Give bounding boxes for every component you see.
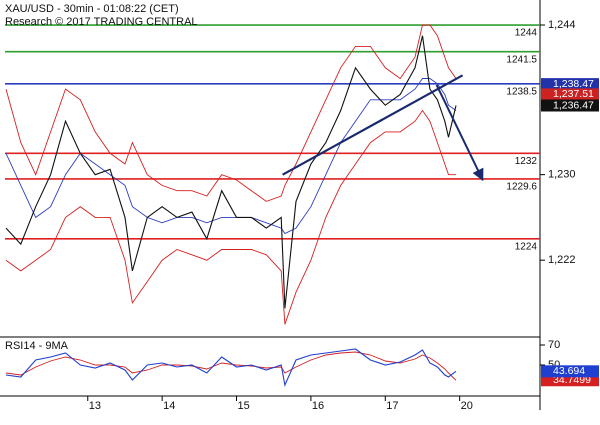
y-tick-label: 70 bbox=[548, 339, 560, 351]
plot-area bbox=[5, 24, 540, 387]
y-tick-label: 1,244 bbox=[548, 19, 576, 31]
level-label: 1238.5 bbox=[506, 86, 537, 97]
rsi-title: RSI14 - 9MA bbox=[5, 340, 69, 352]
x-tick-label: 20 bbox=[461, 400, 473, 412]
price-tag-label: 1,236.47 bbox=[553, 99, 594, 111]
level-label: 1241.5 bbox=[506, 54, 537, 65]
chart-subtitle: Research © 2017 TRADING CENTRAL bbox=[5, 16, 198, 28]
y-tick-label: 1,222 bbox=[548, 254, 576, 266]
series-line bbox=[5, 24, 457, 202]
value-tag-label: 43.694 bbox=[553, 365, 585, 377]
chart-title: XAU/USD - 30min - 01:08:22 (CET) bbox=[5, 3, 179, 15]
series-line bbox=[5, 35, 457, 309]
series-line bbox=[5, 348, 457, 387]
level-label: 1232 bbox=[515, 156, 538, 167]
forecast-arrow bbox=[435, 84, 484, 182]
price-tag-label: 1,238.47 bbox=[553, 78, 594, 90]
price-tag bbox=[541, 88, 599, 101]
series-line bbox=[5, 78, 457, 235]
value-tag bbox=[541, 365, 599, 378]
trend-line bbox=[282, 74, 464, 176]
series-line bbox=[5, 109, 456, 325]
price-tag bbox=[541, 99, 599, 112]
x-tick-label: 16 bbox=[312, 400, 324, 412]
x-tick-label: 15 bbox=[238, 400, 250, 412]
x-tick-label: 13 bbox=[89, 400, 101, 412]
x-tick-label: 14 bbox=[163, 400, 175, 412]
level-label: 1244 bbox=[515, 28, 538, 39]
level-label: 1229.6 bbox=[506, 182, 537, 193]
price-tag bbox=[541, 78, 599, 91]
price-tag-label: 1,237.51 bbox=[553, 88, 594, 100]
x-tick-label: 17 bbox=[386, 400, 398, 412]
y-tick-label: 1,230 bbox=[548, 169, 576, 181]
level-label: 1224 bbox=[515, 241, 538, 252]
